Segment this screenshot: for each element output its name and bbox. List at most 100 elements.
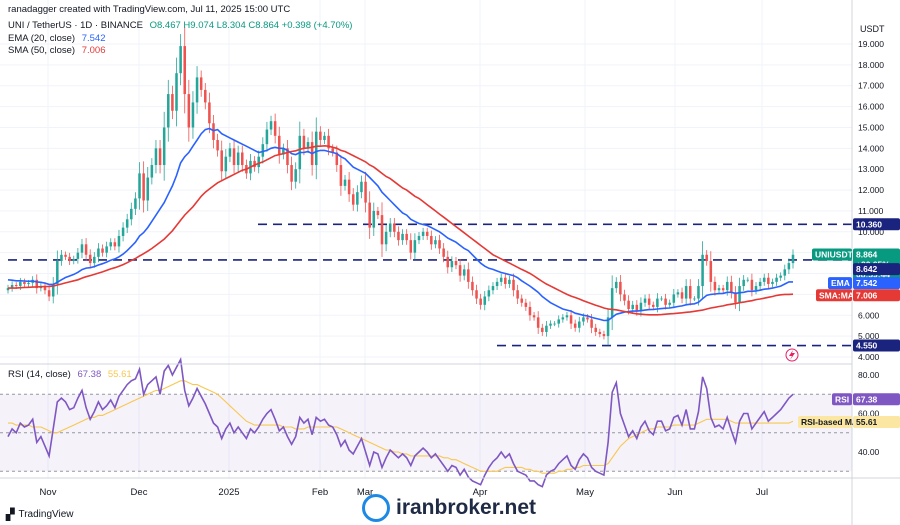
candle [236,145,240,172]
chart-trend-icon [362,494,390,522]
candle [467,262,470,289]
candle [767,273,770,289]
ema-legend[interactable]: EMA (20, close) 7.542 [8,33,109,44]
candle [380,202,384,258]
candle [125,213,129,234]
candle [680,287,684,304]
candle [208,92,211,134]
candle [343,174,347,191]
candle [179,34,182,86]
candle [97,243,100,263]
candle [775,273,778,286]
svg-text:4.550: 4.550 [856,341,878,351]
svg-text:7.542: 7.542 [856,278,878,288]
candle [84,238,88,261]
candle [615,277,618,293]
candle [167,79,170,142]
rsi-guides [0,393,852,472]
candle [150,158,154,185]
candle [269,115,273,135]
price-tick-label: 17.000 [858,81,884,91]
price-axis[interactable]: 19.000 18.000 17.000 16.000 15.000 14.000 13.0… [858,39,884,362]
sma-legend-value: 7.006 [81,45,106,56]
ohlc-values: O8.467 H9.074 L8.304 C8.864 +0.398 (+4.7… [149,20,353,31]
candle [442,243,445,263]
ema-legend-value: 7.542 [81,33,106,44]
candle [138,162,141,210]
candle [783,264,787,281]
candle [68,252,71,265]
svg-text:RSI: RSI [835,394,849,404]
candle [746,277,750,283]
candle [693,296,696,302]
rsi-axis[interactable]: 80.00 60.00 40.00 [858,370,880,457]
candle [372,202,376,236]
candle [282,143,285,160]
horizontal-levels [8,223,852,347]
candle [536,311,540,334]
candle [787,258,791,275]
candle [121,222,125,242]
candle [758,277,762,291]
candle [105,241,108,258]
price-tick-label: 5.000 [858,331,880,341]
candle [384,224,388,252]
svg-text:8.642: 8.642 [856,264,878,274]
candle [483,291,487,311]
tradingview-brand: TradingView [18,509,74,520]
candle [195,66,199,114]
candle [134,192,137,216]
candle [290,156,293,191]
rsi-legend[interactable]: RSI (14, close) 67.38 55.61 [8,369,136,380]
candle [647,293,651,310]
price-tick-label: 15.000 [858,122,884,132]
candles [6,26,795,346]
candle [623,289,626,306]
candle [319,126,322,146]
time-tick-label: Jun [667,487,682,498]
candle [750,273,754,297]
candle [88,249,92,269]
svg-text:RSI-based MA: RSI-based MA [801,417,858,427]
candle [676,289,680,298]
candle [701,241,704,300]
candle [553,321,556,327]
candle [154,139,158,174]
candle [491,282,495,295]
lightning-icon[interactable] [785,348,799,362]
candle [43,282,47,295]
sma-legend-label: SMA (50, close) [8,45,76,56]
svg-text:10.360: 10.360 [856,219,882,229]
candle [56,250,59,295]
candle [697,279,700,306]
candle [72,255,76,265]
candle [204,83,207,110]
candle [569,309,573,330]
candle [762,273,766,286]
candle [323,131,326,144]
candle [791,249,795,269]
attribution-text: ranadagger created with TradingView.com,… [8,4,291,15]
symbol-legend[interactable]: UNI / TetherUS · 1D · BINANCE O8.467 H9.… [8,20,356,31]
svg-text:7.006: 7.006 [856,290,878,300]
candle [462,264,466,281]
rsi-line [7,357,794,488]
rsi-ma-line [8,380,794,474]
time-axis[interactable]: Nov Dec 2025 Feb Mar Apr May Jun Jul [40,487,769,498]
candle [742,275,745,291]
candle [528,301,532,321]
candle [709,251,713,292]
sma-legend[interactable]: SMA (50, close) 7.006 [8,45,109,56]
candle [277,126,281,164]
candle [368,191,371,239]
candle [425,227,429,240]
candle [688,279,692,306]
tradingview-logo[interactable]: ▞ TradingView [6,508,74,521]
candle [409,233,413,260]
candle [504,273,507,289]
rsi-name-tag: RSI [832,393,852,406]
candle [257,150,260,174]
candle [212,114,215,149]
symbol-name: UNI / TetherUS · 1D · BINANCE [8,20,143,31]
